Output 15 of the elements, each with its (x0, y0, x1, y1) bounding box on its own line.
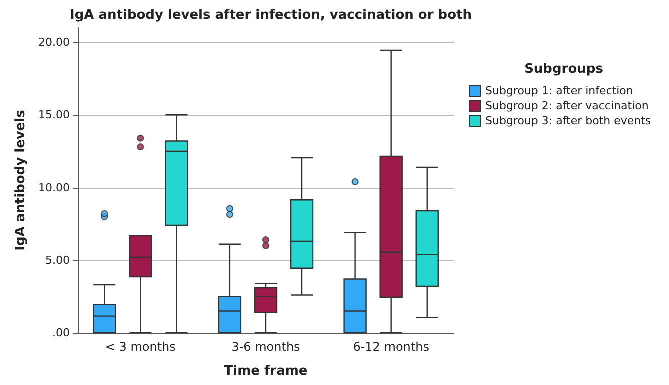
chart-title: IgA antibody levels after infection, vaccination or both (70, 8, 472, 23)
x-tick-label: 3-6 months (232, 340, 300, 354)
y-tick-label: .00 (52, 326, 70, 340)
y-axis-title: IgA antibody levels (14, 110, 29, 251)
legend-title: Subgroups (524, 62, 604, 77)
legend-label: Subgroup 3: after both events (486, 114, 652, 128)
y-tick-label: 10.00 (38, 181, 70, 194)
legend-label: Subgroup 1: after infection (486, 84, 634, 98)
x-axis-title: Time frame (224, 364, 308, 379)
x-tick-label: < 3 months (105, 340, 176, 354)
y-tick-label: 15.00 (38, 108, 70, 122)
x-tick-label: 6-12 months (353, 340, 430, 354)
y-tick-label: 5.00 (46, 254, 70, 267)
legend-label: Subgroup 2: after vaccination (486, 100, 649, 112)
y-tick-label: 20.00 (38, 36, 70, 50)
